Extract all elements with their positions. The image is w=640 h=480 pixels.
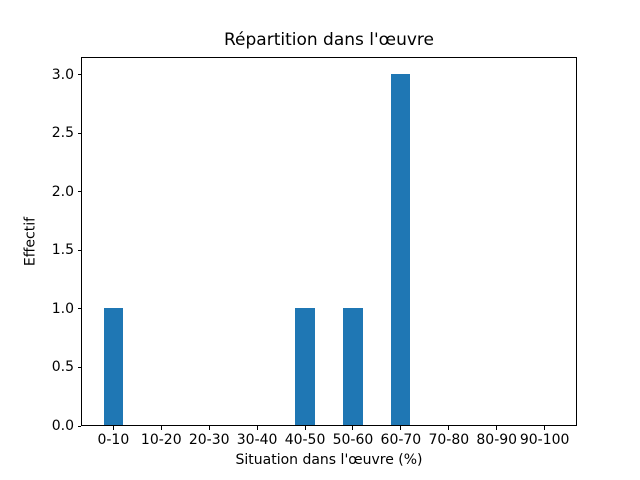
x-tick-mark <box>160 426 162 430</box>
x-tick-label: 40-50 <box>284 432 326 448</box>
x-tick-label: 70-80 <box>428 432 470 448</box>
x-tick-mark <box>544 426 546 430</box>
bar-40-50 <box>295 307 315 425</box>
x-tick-label: 10-20 <box>140 432 182 448</box>
y-tick-mark <box>77 74 81 76</box>
x-tick-mark <box>208 426 210 430</box>
x-tick-label: 0-10 <box>97 432 130 448</box>
y-tick-label: 3.0 <box>51 66 74 83</box>
bar-0-10 <box>103 307 123 425</box>
bar-60-70 <box>391 73 411 425</box>
plot-area <box>81 57 577 426</box>
y-tick-mark <box>77 132 81 134</box>
x-tick-mark <box>352 426 354 430</box>
y-tick-label: 2.0 <box>51 183 74 200</box>
x-tick-mark <box>400 426 402 430</box>
y-tick-label: 0.5 <box>51 359 74 376</box>
x-tick-mark <box>112 426 114 430</box>
x-tick-label: 20-30 <box>188 432 230 448</box>
y-tick-mark <box>77 425 81 427</box>
y-tick-label: 2.5 <box>51 125 74 142</box>
x-tick-mark <box>256 426 258 430</box>
x-axis-label: Situation dans l'œuvre (%) <box>235 452 423 468</box>
y-tick-mark <box>77 249 81 251</box>
chart-title: Répartition dans l'œuvre <box>223 30 434 50</box>
x-tick-label: 50-60 <box>332 432 374 448</box>
y-tick-label: 1.5 <box>51 242 74 259</box>
x-tick-mark <box>304 426 306 430</box>
y-tick-mark <box>77 308 81 310</box>
y-tick-label: 0.0 <box>51 418 74 434</box>
x-tick-label: 80-90 <box>476 432 518 448</box>
x-tick-label: 60-70 <box>380 432 422 448</box>
y-tick-label: 1.0 <box>51 300 74 317</box>
x-tick-label: 30-40 <box>236 432 278 448</box>
x-tick-mark <box>496 426 498 430</box>
x-tick-mark <box>448 426 450 430</box>
y-tick-mark <box>77 366 81 368</box>
y-tick-mark <box>77 191 81 193</box>
bar-50-60 <box>343 307 363 425</box>
x-tick-label: 90-100 <box>519 432 570 448</box>
